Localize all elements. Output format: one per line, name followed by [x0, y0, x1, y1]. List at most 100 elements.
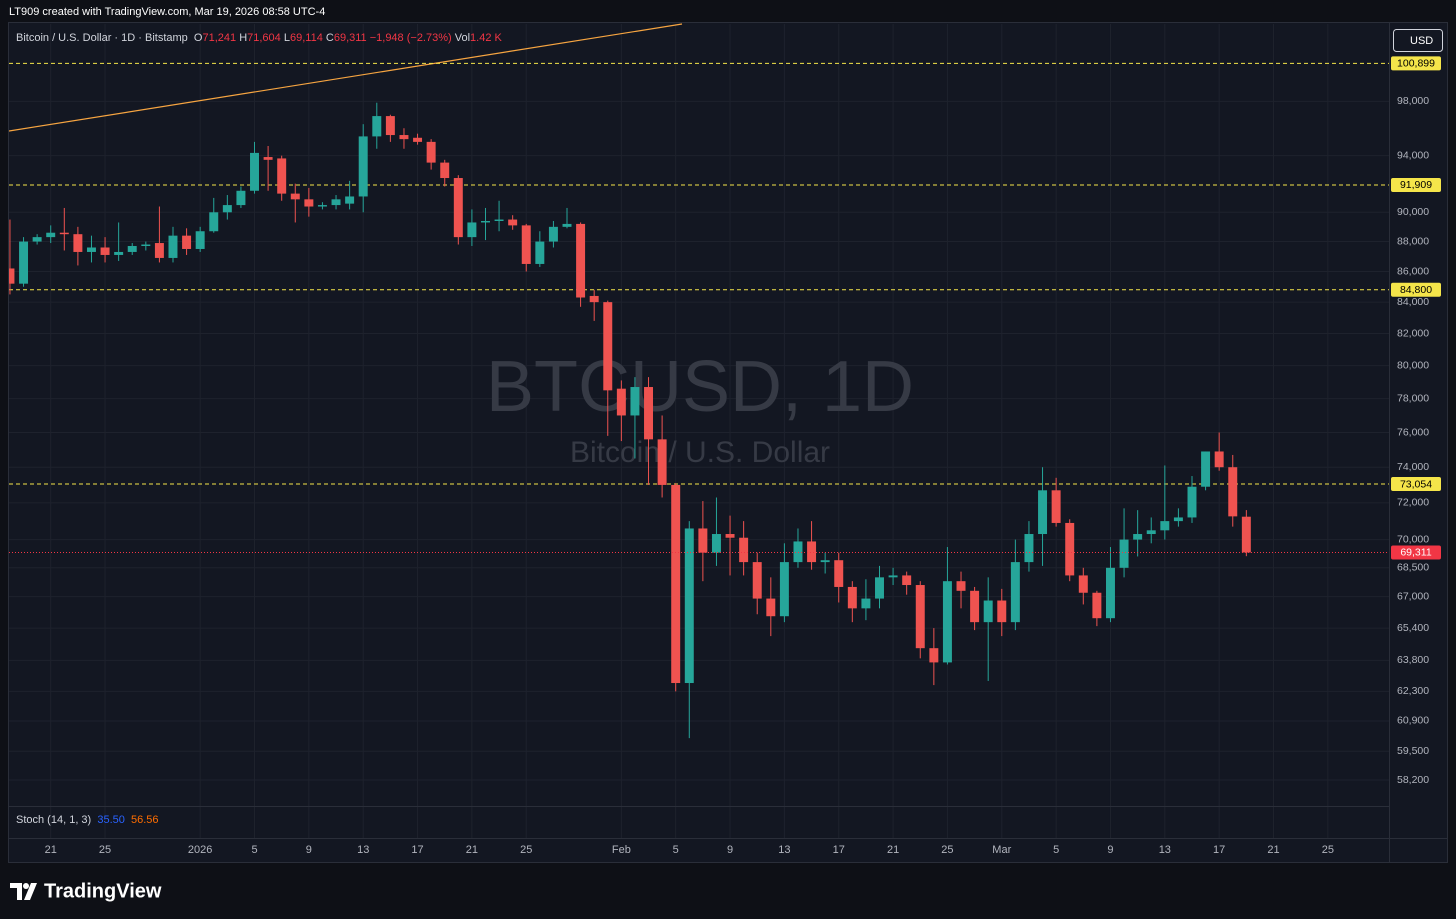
candle-body [222, 205, 232, 213]
indicator-d: 56.56 [131, 814, 159, 826]
candle-body [861, 598, 871, 609]
ohlc-h: 71,604 [247, 32, 281, 44]
candle-body [182, 235, 192, 249]
x-tick-label: 13 [1159, 844, 1171, 856]
x-tick-label: 5 [673, 844, 679, 856]
candle-body [1133, 534, 1143, 540]
x-tick-label: 25 [99, 844, 111, 856]
candle-body [250, 152, 259, 191]
x-tick-label: Mar [992, 844, 1011, 856]
ohlc-o-key: O [193, 32, 203, 44]
candle-body [698, 528, 708, 553]
y-tick-label: 58,200 [1397, 774, 1429, 786]
indicator-legend: Stoch (14, 1, 3) 35.50 56.56 [16, 814, 159, 826]
candle-body [440, 162, 450, 179]
candle-body [644, 387, 654, 440]
x-tick-label: 21 [1267, 844, 1279, 856]
candle-body [1092, 592, 1102, 619]
candle-body [603, 302, 613, 391]
x-tick-label: 13 [778, 844, 790, 856]
watermark-title: BTCUSD, 1D [486, 347, 914, 427]
trend-line [9, 23, 683, 132]
ohlc-l: 69,114 [289, 32, 323, 44]
change: −1,948 (−2.73%) [369, 32, 452, 44]
level-label: 100,899 [1397, 58, 1435, 70]
footer [0, 863, 1456, 919]
brand-logo-dot [23, 883, 29, 889]
candle-body [915, 585, 925, 649]
candle-body [1187, 486, 1197, 518]
volume-key: Vol [454, 32, 471, 44]
candle-body [983, 600, 993, 623]
candle-body [766, 598, 776, 617]
level-label: 73,054 [1400, 478, 1432, 490]
candle-body [875, 577, 884, 599]
candle-body [834, 560, 844, 587]
x-tick-label: Feb [612, 844, 631, 856]
level-tag [1391, 476, 1441, 491]
candle-body [521, 225, 531, 264]
credit: LT909 created with TradingView.com, Mar … [9, 6, 326, 18]
x-tick-label: 25 [520, 844, 532, 856]
candle-body [209, 212, 219, 232]
x-tick-label: 5 [251, 844, 257, 856]
candle-body [793, 541, 803, 563]
candle-body [942, 581, 952, 663]
y-tick-label: 60,900 [1397, 715, 1429, 727]
candle-body [1160, 521, 1170, 531]
candle-body [1214, 451, 1224, 468]
candle-body [345, 196, 355, 204]
candle-body [195, 231, 205, 249]
candle-body [304, 199, 314, 207]
axes: 98,000 94,000 90,000 88,000 86,000 84,000 82,0… [45, 56, 1441, 856]
chart-frame [8, 22, 1448, 863]
candle-body [385, 116, 395, 136]
candle-body [467, 222, 477, 238]
candles [9, 62, 1389, 739]
candle-body [73, 234, 83, 252]
candle-body [1119, 539, 1129, 568]
candle-body [100, 247, 110, 255]
watermark-subtitle: Bitcoin / U.S. Dollar [570, 436, 830, 469]
candle-body [671, 484, 681, 684]
brand-logo [10, 883, 37, 900]
x-tick-label: 9 [1107, 844, 1113, 856]
candle-body [1024, 534, 1034, 563]
candle-body [46, 232, 56, 238]
candle-body [1038, 490, 1048, 535]
x-tick-label: 25 [941, 844, 953, 856]
currency-label[interactable]: USD [1410, 35, 1433, 47]
candle-body [929, 648, 939, 663]
x-tick-label: 21 [45, 844, 57, 856]
y-tick-label: 80,000 [1397, 359, 1429, 371]
y-tick-label: 68,500 [1397, 562, 1429, 574]
y-tick-label: 98,000 [1397, 95, 1429, 107]
currency-button[interactable] [1393, 29, 1443, 52]
candle-body [725, 534, 735, 538]
candle-body [154, 243, 164, 258]
candle-body [1173, 517, 1183, 522]
y-tick-label: 59,500 [1397, 745, 1429, 757]
level-tag [1391, 282, 1441, 297]
level-label: 84,800 [1400, 284, 1432, 296]
x-tick-label: 2026 [188, 844, 212, 856]
level-tag [1391, 177, 1441, 192]
candle-body [807, 541, 817, 563]
candle-body [413, 137, 423, 142]
candle-body [399, 135, 409, 140]
level-label: 91,909 [1400, 179, 1432, 191]
legend: Bitcoin / U.S. Dollar · 1D · Bitstamp O7… [16, 32, 502, 44]
brand-name: TradingView [44, 880, 162, 902]
ohlc-c-key: C [325, 32, 334, 44]
x-tick-label: 9 [727, 844, 733, 856]
y-tick-label: 67,000 [1397, 590, 1429, 602]
candle-body [970, 590, 980, 623]
candle-body [956, 581, 966, 591]
candle-body [508, 219, 518, 226]
x-tick-label: 9 [306, 844, 312, 856]
candle-body [616, 388, 626, 416]
candle-body [277, 158, 287, 194]
candle-body [86, 247, 96, 252]
candle-body [779, 562, 789, 617]
